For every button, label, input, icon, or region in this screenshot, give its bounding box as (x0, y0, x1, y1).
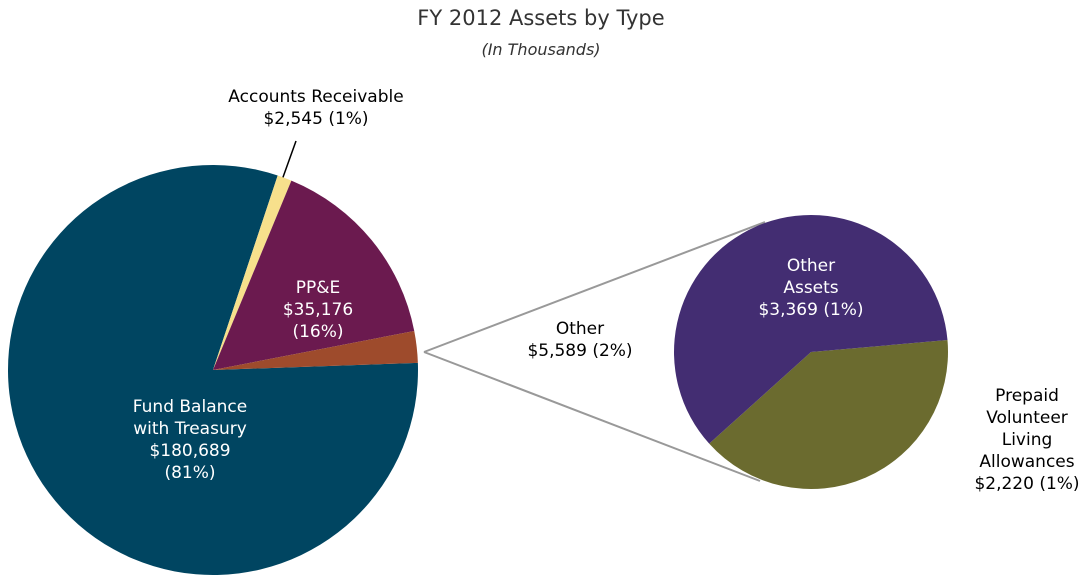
pie-slice (213, 330, 418, 370)
slice-label-group: PP&E $35,176 (16%) (258, 277, 378, 343)
connector (423, 351, 761, 482)
slice-label-group: Prepaid Volunteer Living Allowances $2,22… (972, 385, 1082, 495)
pie-slice (213, 180, 415, 370)
slice-value: $2,220 (1%) (974, 474, 1080, 494)
slice-name: Prepaid Volunteer Living Allowances (979, 386, 1075, 472)
pie-slice (7, 164, 418, 575)
slice-label-group: Other $5,589 (2%) (505, 318, 655, 362)
slice-value: $180,689 (81%) (149, 441, 231, 483)
slice-label-group: Fund Balance with Treasury $180,689 (81%) (100, 396, 280, 484)
pie-slice (709, 340, 948, 490)
slice-name: Other (555, 319, 605, 339)
chart-subtitle: (In Thousands) (481, 40, 601, 59)
slice-name: Fund Balance with Treasury (132, 397, 248, 439)
slice-value: $35,176 (16%) (282, 300, 354, 342)
slice-value: $2,545 (1%) (263, 109, 369, 129)
pie-slice (674, 215, 948, 444)
chart-title: FY 2012 Assets by Type (417, 6, 665, 30)
slice-label-group: Accounts Receivable $2,545 (1%) (196, 86, 436, 130)
connector (423, 221, 766, 353)
slice-name: Other Assets (783, 256, 839, 298)
leader-line (281, 140, 297, 181)
slice-name: Accounts Receivable (228, 87, 404, 107)
slice-name: PP&E (295, 278, 341, 298)
slice-value: $5,589 (2%) (527, 341, 633, 361)
slice-label-group: Other Assets $3,369 (1%) (736, 255, 886, 321)
pie-slice (213, 175, 292, 370)
slice-value: $3,369 (1%) (758, 300, 864, 320)
